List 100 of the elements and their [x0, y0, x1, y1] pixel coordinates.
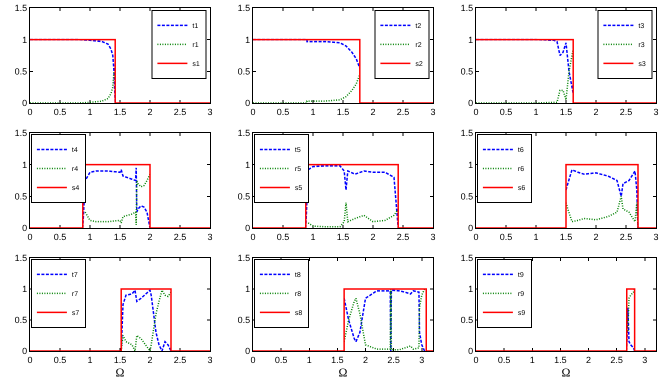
x-tick-label: 2.5 — [174, 232, 186, 242]
x-tick-label: 3 — [207, 232, 213, 242]
x-tick-label: 2 — [147, 106, 153, 117]
y-tick-label: 0.5 — [460, 191, 474, 202]
x-tick-label: 2 — [586, 354, 592, 365]
y-tick-label: 0 — [468, 98, 474, 108]
x-tick-label: 1 — [310, 106, 316, 117]
x-tick-label: 2.5 — [396, 232, 410, 242]
x-tick-label: 1 — [87, 354, 93, 365]
y-tick-label: 1.5 — [238, 3, 250, 14]
x-tick-label: 0.5 — [54, 354, 66, 365]
y-tick-label: 0.5 — [460, 66, 474, 76]
y-tick-label: 1.5 — [460, 253, 474, 264]
x-tick-label: 2 — [370, 232, 376, 242]
x-tick-label: 3 — [430, 106, 436, 117]
y-tick-label: 1 — [245, 284, 250, 294]
x-tick-label: 1 — [310, 232, 316, 242]
x-tick-label: 1.5 — [114, 106, 126, 117]
y-tick-label: 1 — [22, 160, 28, 170]
x-axis-title: Ω — [562, 366, 571, 380]
x-tick-label: 0.5 — [276, 106, 290, 117]
x-tick-label: 1 — [530, 354, 535, 365]
x-tick-label: 2 — [370, 106, 376, 117]
x-tick-label: 3 — [642, 354, 648, 365]
x-tick-label: 1 — [306, 354, 312, 365]
x-tick-label: 3 — [653, 232, 659, 242]
y-tick-label: 0 — [22, 98, 28, 108]
line-series — [253, 74, 361, 103]
line-series — [120, 289, 172, 351]
line-series — [307, 202, 399, 228]
x-tick-label: 0.5 — [500, 232, 512, 242]
x-tick-label: 2.5 — [620, 106, 632, 117]
y-tick-label: 0 — [245, 346, 250, 356]
x-tick-label: 3 — [207, 354, 213, 365]
y-tick-label: 0 — [22, 346, 28, 356]
x-tick-label: 1.5 — [560, 106, 572, 117]
x-tick-label: 0.5 — [498, 354, 510, 365]
x-tick-label: 1.5 — [114, 354, 126, 365]
y-tick-label: 1 — [468, 160, 474, 170]
x-tick-label: 3 — [207, 106, 213, 117]
x-tick-label: 0.5 — [54, 106, 66, 117]
x-tick-label: 1.5 — [336, 232, 350, 242]
y-tick-label: 1 — [245, 160, 250, 170]
y-tick-label: 1.5 — [238, 128, 250, 138]
line-series — [305, 165, 399, 228]
x-tick-label: 2 — [147, 232, 153, 242]
y-tick-label: 1 — [468, 34, 474, 45]
line-series — [82, 167, 151, 228]
x-tick-label: 1.5 — [554, 354, 567, 365]
x-tick-label: 2 — [147, 354, 153, 365]
x-tick-label: 1.5 — [560, 232, 572, 242]
x-tick-label: 1.5 — [331, 354, 344, 365]
y-tick-label: 0.5 — [14, 315, 28, 326]
y-tick-label: 1.5 — [14, 253, 28, 264]
y-tick-label: 0.5 — [14, 191, 28, 202]
x-tick-label: 2.5 — [396, 106, 410, 117]
line-series — [476, 48, 574, 103]
x-tick-label: 3 — [419, 354, 424, 365]
x-tick-label: 1 — [533, 232, 539, 242]
x-tick-label: 3 — [430, 232, 436, 242]
x-tick-label: 0.5 — [500, 106, 512, 117]
y-tick-label: 1.5 — [460, 3, 474, 14]
x-tick-label: 1.5 — [336, 106, 350, 117]
y-tick-label: 0.5 — [238, 66, 250, 76]
y-tick-label: 1.5 — [238, 253, 250, 264]
y-tick-label: 1 — [245, 34, 250, 45]
y-tick-label: 1.5 — [14, 128, 28, 138]
x-tick-label: 1.5 — [114, 232, 126, 242]
y-tick-label: 1 — [468, 284, 474, 294]
x-tick-label: 2.5 — [610, 354, 623, 365]
x-tick-label: 2.5 — [174, 106, 186, 117]
x-axis-title: Ω — [116, 366, 125, 380]
line-series — [84, 173, 151, 226]
x-tick-label: 0.5 — [276, 232, 290, 242]
x-tick-label: 2 — [593, 106, 599, 117]
y-tick-label: 0.5 — [14, 66, 28, 76]
y-tick-label: 0.5 — [238, 315, 250, 326]
y-tick-label: 1.5 — [14, 3, 28, 14]
line-series — [626, 306, 636, 351]
x-tick-label: 2 — [362, 354, 368, 365]
x-tick-label: 2.5 — [174, 354, 186, 365]
y-tick-label: 1.5 — [460, 128, 474, 138]
line-series — [565, 196, 639, 228]
x-tick-label: 1 — [87, 106, 93, 117]
x-tick-label: 0.5 — [54, 232, 66, 242]
line-series — [565, 168, 639, 228]
y-tick-label: 1 — [22, 284, 28, 294]
x-tick-label: 2.5 — [620, 232, 632, 242]
y-tick-label: 0 — [245, 98, 250, 108]
x-tick-label: 0.5 — [274, 354, 288, 365]
x-tick-label: 3 — [653, 106, 659, 117]
x-axis-title: Ω — [338, 366, 348, 380]
y-tick-label: 0.5 — [460, 315, 474, 326]
y-tick-label: 0 — [468, 223, 474, 234]
x-tick-label: 2 — [593, 232, 599, 242]
x-tick-label: 1 — [87, 232, 93, 242]
y-tick-label: 0 — [22, 223, 28, 234]
y-tick-label: 0 — [245, 223, 250, 234]
y-tick-label: 1 — [22, 34, 28, 45]
line-series — [30, 70, 115, 103]
